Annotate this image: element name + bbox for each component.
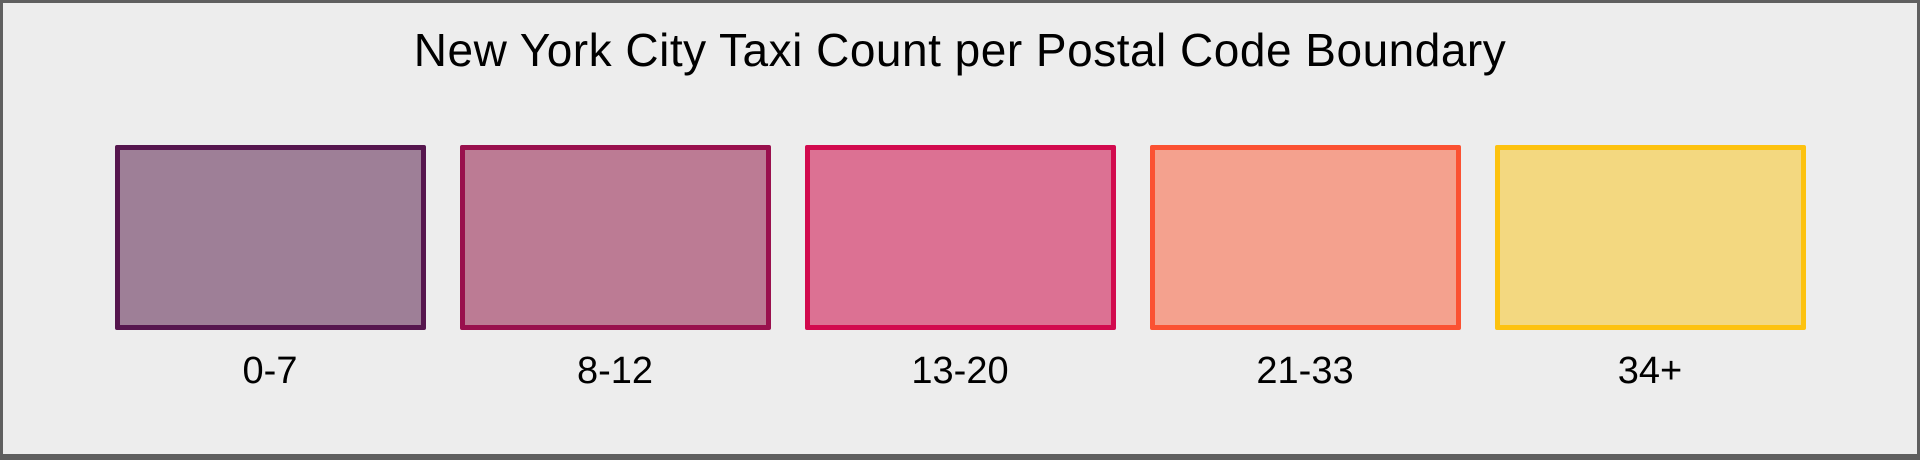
legend-label-bin-4: 21-33 bbox=[1256, 349, 1354, 392]
legend-label-bin-1: 0-7 bbox=[242, 349, 298, 392]
legend-item-bin-1: 0-7 bbox=[114, 144, 426, 392]
color-swatch-bin-4 bbox=[1149, 144, 1461, 330]
legend-item-bin-4: 21-33 bbox=[1149, 144, 1461, 392]
legend-row: 0-7 8-12 13-20 21-33 34+ bbox=[3, 144, 1917, 392]
figure-title: New York City Taxi Count per Postal Code… bbox=[413, 24, 1507, 76]
legend-label-bin-2: 8-12 bbox=[576, 349, 654, 392]
color-swatch-bin-3 bbox=[804, 144, 1116, 330]
legend-item-bin-5: 34+ bbox=[1494, 144, 1806, 392]
legend-item-bin-3: 13-20 bbox=[804, 144, 1116, 392]
legend-label-bin-5: 34+ bbox=[1617, 349, 1683, 392]
color-swatch-bin-1 bbox=[114, 144, 426, 330]
legend-label-bin-3: 13-20 bbox=[911, 349, 1009, 392]
color-swatch-bin-5 bbox=[1494, 144, 1806, 330]
legend-item-bin-2: 8-12 bbox=[459, 144, 771, 392]
color-swatch-bin-2 bbox=[459, 144, 771, 330]
